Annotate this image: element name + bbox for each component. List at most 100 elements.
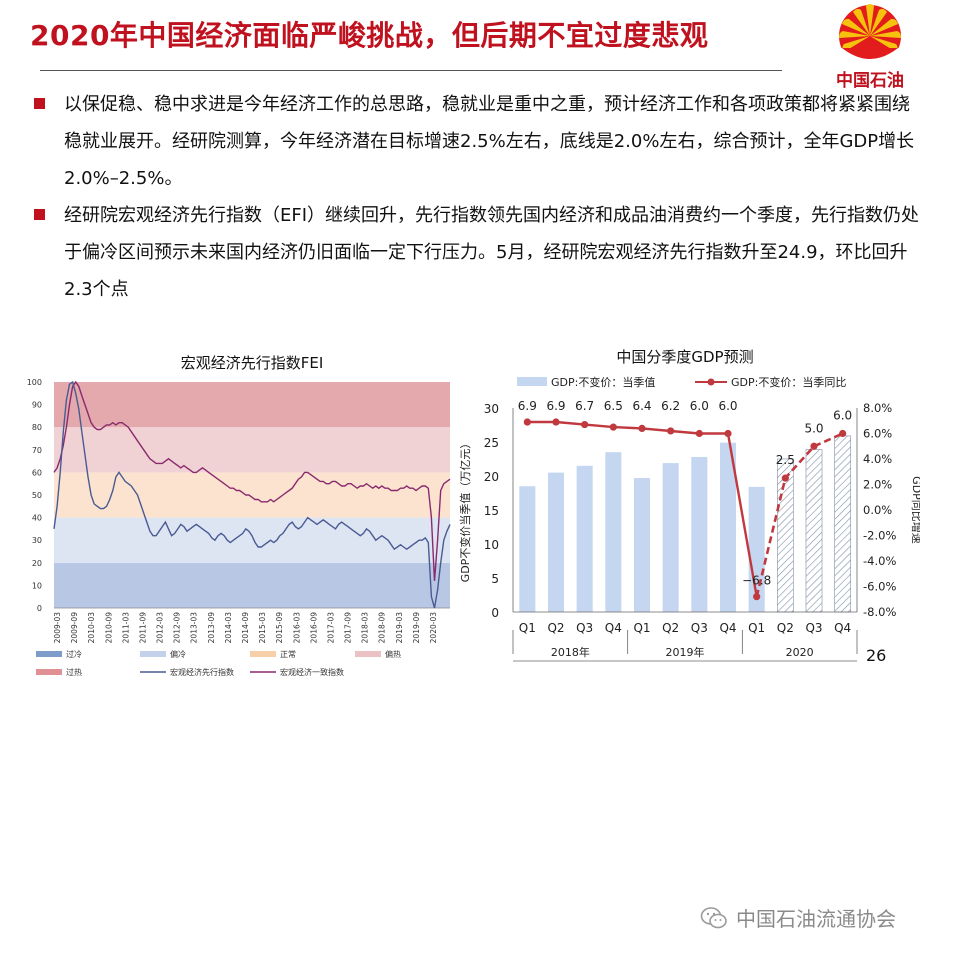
bullet-item: 以保促稳、稳中求进是今年经济工作的总思路，稳就业是重中之重，预计经济工作和各项政… bbox=[34, 86, 924, 197]
data-label: 6.0 bbox=[690, 399, 709, 413]
x-tick-label: 2018-09 bbox=[378, 612, 387, 644]
bullet-text: 以保促稳、稳中求进是今年经济工作的总思路，稳就业是重中之重，预计经济工作和各项政… bbox=[64, 94, 915, 189]
y-tick-label: 80 bbox=[32, 423, 42, 432]
y2-tick-label: 6.0% bbox=[863, 427, 892, 441]
band-过热 bbox=[54, 382, 450, 428]
year-group-label: 2020 bbox=[786, 646, 814, 659]
legend-label: 正常 bbox=[280, 650, 296, 659]
gdp-bar bbox=[777, 458, 794, 613]
legend-marker bbox=[707, 378, 715, 386]
bullet-square-icon bbox=[34, 209, 45, 220]
x-tick-label: 2015-03 bbox=[258, 612, 267, 644]
bullet-item: 经研院宏观经济先行指数（EFI）继续回升，先行指数领先国内经济和成品油消费约一个… bbox=[34, 197, 924, 308]
x-tick-label: 2010-03 bbox=[87, 612, 96, 644]
growth-point bbox=[609, 423, 617, 431]
y2-tick-label: -6.0% bbox=[863, 580, 896, 594]
growth-point bbox=[667, 427, 675, 435]
y2-tick-label: 0.0% bbox=[863, 503, 892, 517]
band-偏冷 bbox=[54, 517, 450, 563]
data-label: 6.5 bbox=[604, 399, 623, 413]
year-group-label: 2019年 bbox=[666, 645, 705, 659]
data-label: 6.0 bbox=[718, 399, 737, 413]
y-tick-label: 10 bbox=[484, 538, 499, 552]
y-axis-label: GDP不变价当季值（万亿元） bbox=[458, 438, 472, 583]
x-tick-label: 2009-03 bbox=[53, 612, 62, 644]
y2-tick-label: -8.0% bbox=[863, 605, 896, 619]
x-tick-label: Q2 bbox=[547, 621, 564, 635]
gdp-bar bbox=[519, 486, 536, 612]
series-line bbox=[53, 380, 451, 581]
data-label: 6.2 bbox=[661, 399, 680, 413]
legend-swatch bbox=[36, 669, 62, 675]
y-tick-label: 10 bbox=[32, 581, 42, 590]
y-tick-label: 15 bbox=[484, 504, 499, 518]
y-tick-label: 20 bbox=[32, 559, 42, 568]
legend-label: 宏观经济一致指数 bbox=[280, 667, 344, 677]
x-tick-label: 2019-09 bbox=[412, 612, 421, 644]
bullet-list: 以保促稳、稳中求进是今年经济工作的总思路，稳就业是重中之重，预计经济工作和各项政… bbox=[34, 86, 924, 308]
gdp-bar bbox=[576, 465, 593, 612]
x-tick-label: Q3 bbox=[576, 621, 593, 635]
y-tick-label: 5 bbox=[491, 572, 499, 586]
growth-point bbox=[581, 420, 589, 429]
legend-label: GDP:不变价：当季同比 bbox=[731, 375, 846, 389]
y-tick-label: 0 bbox=[37, 604, 42, 613]
y-tick-label: 30 bbox=[32, 536, 42, 545]
y-tick-label: 30 bbox=[484, 402, 499, 416]
gdp-bar bbox=[691, 456, 708, 612]
data-label: 6.4 bbox=[632, 399, 651, 413]
x-tick-label: 2016-09 bbox=[309, 612, 318, 644]
y2-tick-label: 4.0% bbox=[863, 452, 892, 466]
growth-point bbox=[753, 593, 761, 601]
y-tick-label: 90 bbox=[32, 401, 42, 410]
chart-title: 中国分季度GDP预测 bbox=[616, 348, 753, 366]
legend-swatch bbox=[140, 651, 166, 657]
growth-point bbox=[523, 418, 531, 426]
growth-point bbox=[810, 442, 818, 450]
wechat-icon bbox=[700, 906, 727, 928]
x-tick-label: 2017-09 bbox=[344, 612, 353, 644]
footer-watermark: 中国石油流通协会 bbox=[700, 903, 896, 932]
growth-point bbox=[839, 429, 847, 438]
legend-label: 过冷 bbox=[66, 649, 82, 659]
x-tick-label: 2012-03 bbox=[156, 612, 165, 644]
page-number: 26 bbox=[866, 646, 887, 665]
title-divider bbox=[40, 70, 782, 71]
legend-swatch bbox=[250, 651, 276, 657]
y-tick-label: 50 bbox=[32, 491, 42, 500]
y2-axis-label: GDP同比增速 bbox=[910, 476, 920, 544]
legend-swatch bbox=[355, 651, 381, 657]
x-tick-label: 2014-03 bbox=[224, 612, 233, 644]
data-label: 2.5 bbox=[776, 453, 795, 467]
x-tick-label: Q2 bbox=[662, 621, 679, 635]
y2-tick-label: 2.0% bbox=[863, 478, 892, 492]
data-label: 5.0 bbox=[804, 421, 823, 435]
data-label: 6.7 bbox=[575, 399, 594, 413]
band-正常 bbox=[54, 472, 450, 518]
legend-label: GDP:不变价：当季值 bbox=[551, 375, 655, 389]
footer-text: 中国石油流通协会 bbox=[736, 907, 896, 931]
growth-point bbox=[724, 429, 732, 438]
x-tick-label: Q3 bbox=[691, 621, 708, 635]
x-tick-label: 2014-09 bbox=[241, 612, 250, 644]
y-tick-label: 0 bbox=[491, 606, 499, 620]
slide-title: 2020年中国经济面临严峻挑战，但后期不宜过度悲观 bbox=[30, 19, 709, 52]
legend-label: 偏冷 bbox=[170, 649, 186, 659]
x-tick-label: 2012-09 bbox=[173, 612, 182, 644]
gdp-bar bbox=[633, 478, 651, 612]
x-tick-label: 2015-09 bbox=[275, 612, 284, 644]
bullet-square-icon bbox=[34, 98, 45, 109]
y-tick-label: 40 bbox=[32, 514, 42, 523]
y-tick-label: 20 bbox=[484, 470, 499, 484]
y-tick-label: 25 bbox=[484, 436, 499, 450]
x-tick-label: 2009-09 bbox=[70, 612, 79, 644]
fei-chart: 宏观经济先行指数FEI 0 10 20 30 40 50 60 70 80 90 100 2009-03… bbox=[27, 354, 451, 677]
x-tick-label: Q4 bbox=[605, 621, 622, 635]
x-tick-label: Q4 bbox=[834, 621, 851, 635]
growth-point bbox=[552, 418, 560, 426]
petrochina-logo-icon bbox=[839, 4, 901, 68]
x-tick-label: Q1 bbox=[633, 621, 650, 635]
gdp-bar bbox=[605, 452, 622, 612]
chart-title: 宏观经济先行指数FEI bbox=[181, 354, 324, 372]
y-tick-label: 100 bbox=[27, 378, 42, 387]
